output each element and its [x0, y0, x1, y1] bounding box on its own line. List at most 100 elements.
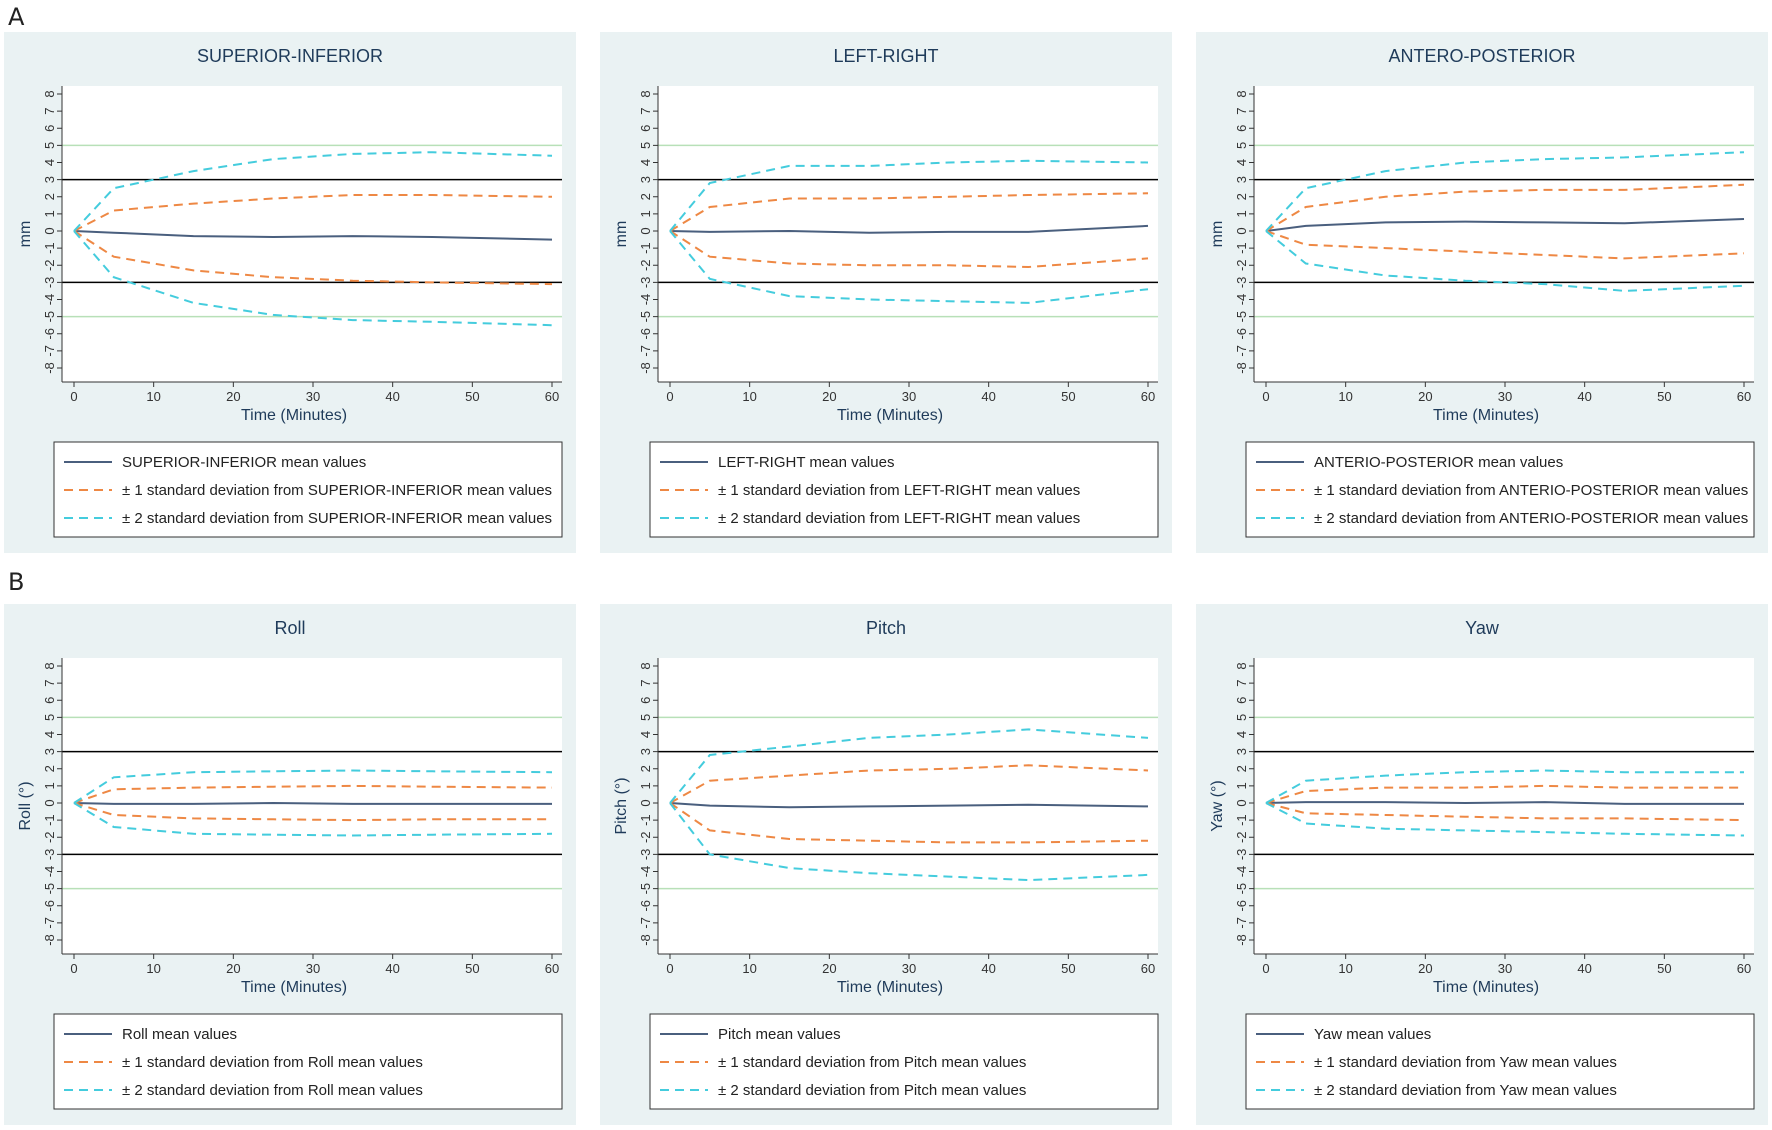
y-tick-label: -4	[1234, 294, 1249, 306]
legend	[53, 1013, 563, 1110]
y-tick-label: 1	[42, 210, 57, 217]
y-tick-label: 2	[42, 765, 57, 772]
x-tick-label: 60	[1737, 389, 1751, 404]
series-line-mean	[1265, 801, 1744, 805]
y-tick-label: -8	[42, 362, 57, 374]
y-tick-label: 7	[42, 108, 57, 115]
series-line-sd2	[669, 728, 1149, 804]
y-tick-label: -8	[638, 362, 653, 374]
chart-title: Pitch	[866, 618, 906, 638]
legend-label: ± 1 standard deviation from Roll mean va…	[122, 1054, 423, 1071]
series-line-mean	[669, 224, 1149, 234]
legend-label: ± 2 standard deviation from ANTERIO-POST…	[1314, 510, 1748, 527]
x-tick-label: 10	[1338, 389, 1352, 404]
x-tick-label: 20	[1418, 389, 1432, 404]
y-tick-label: 2	[638, 193, 653, 200]
plot-area	[1254, 658, 1754, 954]
y-tick-label: -4	[42, 294, 57, 306]
x-axis-label: Time (Minutes)	[241, 407, 347, 424]
series-line-sd1	[669, 802, 1149, 844]
y-tick-label: 6	[42, 697, 57, 704]
y-tick-label: -3	[638, 277, 653, 289]
legend	[1245, 1013, 1755, 1110]
y-axis-label: Pitch (°)	[613, 777, 630, 834]
y-tick-label: 5	[1234, 142, 1249, 149]
x-tick-label: 40	[1577, 961, 1591, 976]
x-tick-label: 0	[1262, 961, 1269, 976]
series-line-mean	[1265, 218, 1745, 232]
y-tick-label: -5	[42, 883, 57, 895]
series-line-sd2	[73, 230, 553, 327]
legend	[649, 441, 1159, 538]
y-tick-label: 6	[638, 125, 653, 132]
x-tick-label: 20	[822, 389, 836, 404]
y-tick-label: -5	[42, 311, 57, 323]
x-tick-label: 40	[385, 961, 399, 976]
legend	[1245, 441, 1755, 538]
x-tick-label: 10	[146, 389, 160, 404]
y-tick-label: -6	[42, 900, 57, 912]
charts: SUPERIOR-INFERIOR -8 -7 -6 -5 -4 -3 -2 -1 0 1 2 3 4 5 6…	[4, 32, 1768, 1125]
x-tick-label: 50	[465, 389, 479, 404]
y-axis-label: mm	[613, 221, 630, 248]
legend-label: Roll mean values	[122, 1026, 237, 1043]
x-tick-label: 0	[666, 961, 673, 976]
y-tick-label: -8	[1234, 362, 1249, 374]
x-tick-label: 30	[306, 961, 320, 976]
y-tick-label: -6	[1234, 328, 1249, 340]
x-tick-label: 40	[981, 961, 995, 976]
chart-title: LEFT-RIGHT	[833, 46, 938, 66]
y-tick-label: 3	[42, 176, 57, 183]
x-tick-label: 60	[1141, 961, 1155, 976]
y-tick-label: 2	[638, 765, 653, 772]
y-tick-label: 0	[42, 227, 57, 234]
legend-label: ± 1 standard deviation from LEFT-RIGHT m…	[718, 482, 1080, 499]
y-tick-label: 1	[638, 210, 653, 217]
y-tick-label: -8	[638, 934, 653, 946]
series-line-mean	[73, 801, 552, 805]
y-tick-label: 8	[42, 90, 57, 97]
chart-panel: Pitch -8 -7 -6 -5 -4 -3 -2 -1 0 1 2 3 4 5 6 7 8 0 10 20 30 40 5…	[600, 604, 1172, 1125]
y-tick-label: 0	[1234, 227, 1249, 234]
y-tick-label: -6	[1234, 900, 1249, 912]
y-tick-label: 4	[1234, 731, 1249, 738]
y-tick-label: -2	[638, 831, 653, 843]
y-axis-label: mm	[17, 221, 34, 248]
x-tick-label: 60	[1737, 961, 1751, 976]
y-tick-label: -6	[42, 328, 57, 340]
x-tick-label: 0	[70, 389, 77, 404]
x-axis-label: Time (Minutes)	[1433, 407, 1539, 424]
y-tick-label: -7	[638, 917, 653, 929]
legend-label: ± 1 standard deviation from ANTERIO-POST…	[1314, 482, 1748, 499]
x-tick-label: 40	[1577, 389, 1591, 404]
legend-label: LEFT-RIGHT mean values	[718, 454, 894, 471]
panel-label-b: B	[8, 568, 24, 596]
plot-area	[1254, 86, 1754, 382]
y-tick-label: 6	[1234, 697, 1249, 704]
series-line-sd2	[73, 769, 553, 804]
x-tick-label: 60	[545, 389, 559, 404]
y-tick-label: -3	[1234, 277, 1249, 289]
y-tick-label: -5	[638, 311, 653, 323]
y-tick-label: 5	[638, 714, 653, 721]
legend-label: ± 2 standard deviation from Yaw mean val…	[1314, 1082, 1617, 1099]
y-tick-label: 1	[1234, 782, 1249, 789]
y-tick-label: 4	[638, 731, 653, 738]
x-tick-label: 40	[385, 389, 399, 404]
legend-label: ± 2 standard deviation from Pitch mean v…	[718, 1082, 1026, 1099]
y-tick-label: -4	[1234, 866, 1249, 878]
series-line-sd1	[669, 192, 1149, 232]
series-line-sd2	[669, 802, 1149, 882]
series-line-sd1	[1265, 784, 1744, 804]
chart-panel: SUPERIOR-INFERIOR -8 -7 -6 -5 -4 -3 -2 -1 0 1 2 3 4 5 6…	[4, 32, 576, 553]
chart-title: SUPERIOR-INFERIOR	[197, 46, 383, 66]
chart-panel: ANTERO-POSTERIOR -8 -7 -6 -5 -4 -3 -2 -1 0 1 2 3 4 5 6 7…	[1196, 32, 1768, 553]
y-tick-label: -7	[638, 345, 653, 357]
y-tick-label: -5	[1234, 883, 1249, 895]
y-tick-label: -5	[1234, 311, 1249, 323]
y-tick-label: 1	[42, 782, 57, 789]
x-tick-label: 10	[1338, 961, 1352, 976]
x-tick-label: 30	[1498, 389, 1512, 404]
panel-label-a: A	[8, 3, 25, 31]
series-line-sd1	[73, 802, 552, 822]
